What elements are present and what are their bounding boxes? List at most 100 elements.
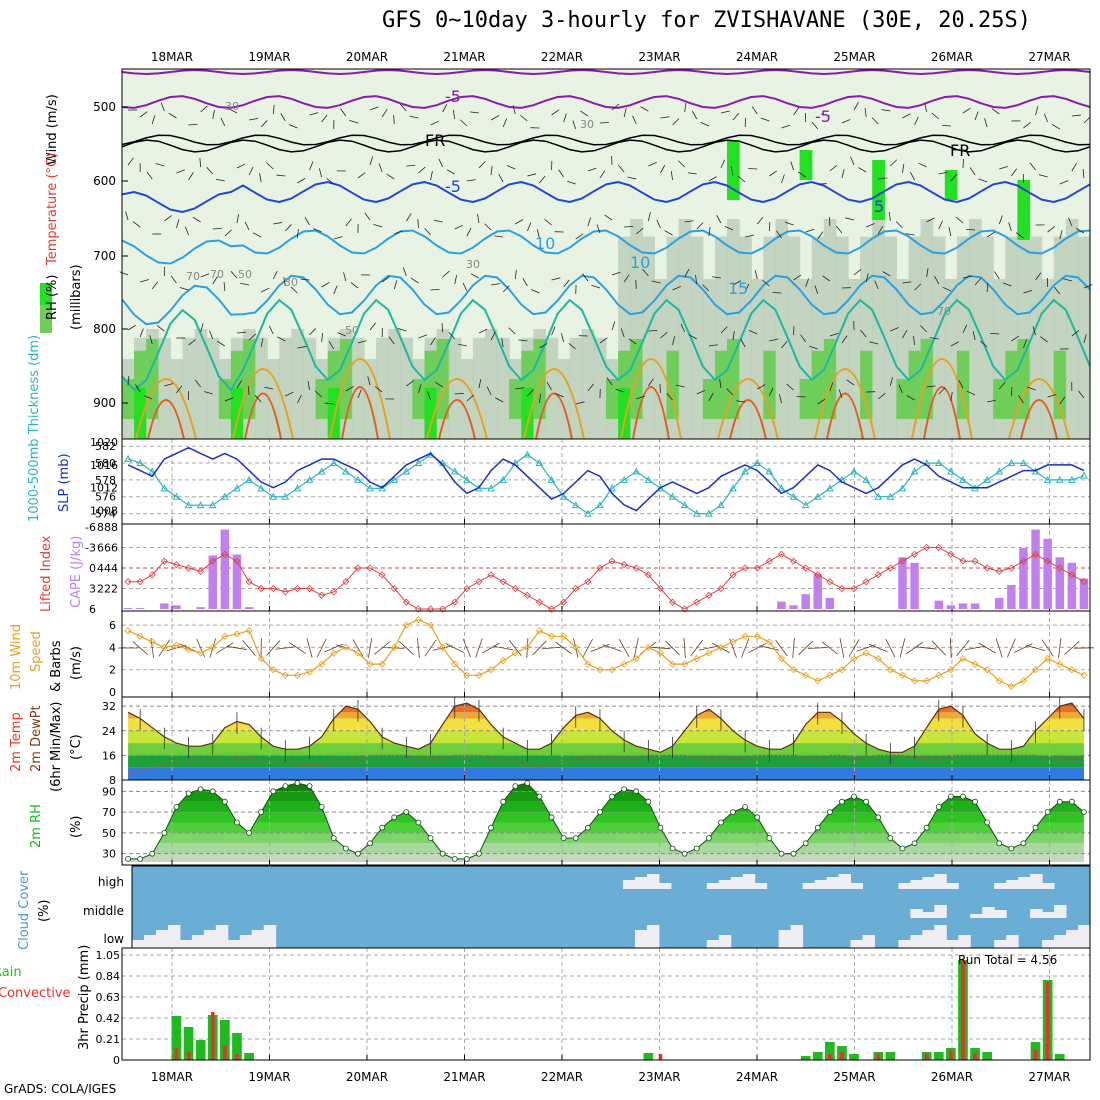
rh2m-point <box>718 819 724 826</box>
wind-barb <box>393 114 395 125</box>
precip-conv-bar <box>223 1046 227 1060</box>
wind-barb <box>277 336 286 342</box>
wind-barb <box>149 335 153 345</box>
wind-barb <box>732 280 742 286</box>
temperature-contour <box>121 298 1091 392</box>
rh-cell <box>1077 236 1091 439</box>
wind10m-point <box>451 660 459 668</box>
cape-bar <box>970 603 980 609</box>
li-point <box>584 578 592 586</box>
temperature-legend-label: Temperature (°C) <box>45 153 60 266</box>
wind10m-barb <box>839 638 845 658</box>
top-date-label: 22MAR <box>541 50 583 64</box>
rh2m-point <box>947 793 954 800</box>
wind10m-point <box>947 666 955 674</box>
wind-barb <box>720 110 730 114</box>
wind-barb <box>984 118 988 128</box>
wind-barb <box>814 285 819 295</box>
rh-bands <box>128 783 1084 862</box>
wind-barb <box>466 227 472 237</box>
rh2m-point <box>584 824 591 831</box>
rh-cell-green <box>412 379 426 419</box>
li-point <box>463 584 471 593</box>
wind-barb <box>212 110 215 120</box>
wind10m-point <box>1080 671 1088 679</box>
wind-barb <box>821 113 830 117</box>
thickness-point <box>402 467 411 475</box>
wind-barb <box>388 336 395 345</box>
wind-barb <box>441 322 444 333</box>
wind-barb <box>829 332 839 337</box>
wind10m-barb <box>965 645 985 651</box>
bottom-date-label: 18MAR <box>151 1070 193 1084</box>
wind-barb <box>272 270 278 280</box>
wind10m-point <box>221 632 229 640</box>
wind-barb <box>236 163 246 169</box>
li-point <box>959 557 967 565</box>
cloud-high-bar <box>946 883 959 889</box>
wind-barb <box>357 389 362 399</box>
wind-barb <box>850 156 855 166</box>
wind-barb <box>817 231 824 240</box>
wind-barb <box>986 282 989 293</box>
wind-barb <box>135 384 141 393</box>
precip-conv-bar <box>961 960 965 1060</box>
wind-barb <box>333 236 343 240</box>
cloud-low-bar <box>790 925 804 948</box>
wind-barb <box>446 169 455 175</box>
rh2m-point <box>609 793 615 800</box>
precip-conv-bar <box>973 1053 977 1060</box>
wind-barb <box>587 383 594 392</box>
wind-barb <box>1029 162 1036 171</box>
li-point <box>124 578 132 586</box>
wind-barb <box>902 281 912 284</box>
wind-barb <box>1082 169 1085 179</box>
wind-barb <box>776 230 782 239</box>
wind10m-point <box>838 666 846 674</box>
contour-label: FR <box>950 141 970 160</box>
wind-barb <box>486 386 492 396</box>
temp-band <box>128 767 1084 780</box>
bottom-date-label: 20MAR <box>346 1070 388 1084</box>
rh2m-point <box>754 814 761 821</box>
wind-barb <box>640 106 649 112</box>
top-date-label: 26MAR <box>931 50 973 64</box>
wind10m-barb <box>555 641 572 655</box>
wind-barb <box>1018 395 1024 404</box>
cloud-low-bar <box>1066 930 1079 948</box>
wind-barb <box>786 383 794 391</box>
wind10m-point <box>995 677 1003 685</box>
wind-barb <box>127 157 134 166</box>
wind-legend-label: Wind (m/s) <box>45 94 60 165</box>
wind-barb <box>972 331 976 341</box>
temp-band <box>128 703 1084 707</box>
li-point <box>402 598 410 606</box>
wind-barb <box>853 269 862 276</box>
rh-cell-bright <box>727 140 740 200</box>
li-point <box>366 564 374 572</box>
bottom-date-label: 23MAR <box>638 1070 680 1084</box>
wind-barb <box>567 180 576 185</box>
rh-cell <box>981 236 994 439</box>
rh2m-point <box>427 835 434 841</box>
cape-bar <box>1067 562 1077 609</box>
wind10m-point <box>705 649 713 657</box>
wind-barb <box>466 394 474 402</box>
thickness-point <box>886 492 895 500</box>
rh-cell <box>1029 236 1043 439</box>
rh-cell-bright <box>230 387 244 439</box>
temp-band <box>128 755 1084 768</box>
wind10m-point <box>826 671 834 679</box>
temperature-contour <box>121 274 1091 326</box>
contour-label: 70 <box>210 268 224 281</box>
wind10m-point <box>935 671 943 679</box>
wind-barb <box>889 377 893 387</box>
thickness-point <box>559 492 568 500</box>
wind-barb <box>762 279 770 287</box>
rh2m-point <box>536 793 543 800</box>
cloud-low-bar <box>227 940 241 948</box>
wind-barb <box>143 395 153 400</box>
rh2m-point <box>693 845 700 852</box>
wind-barb <box>151 115 156 125</box>
precip-frame <box>121 947 1091 1061</box>
